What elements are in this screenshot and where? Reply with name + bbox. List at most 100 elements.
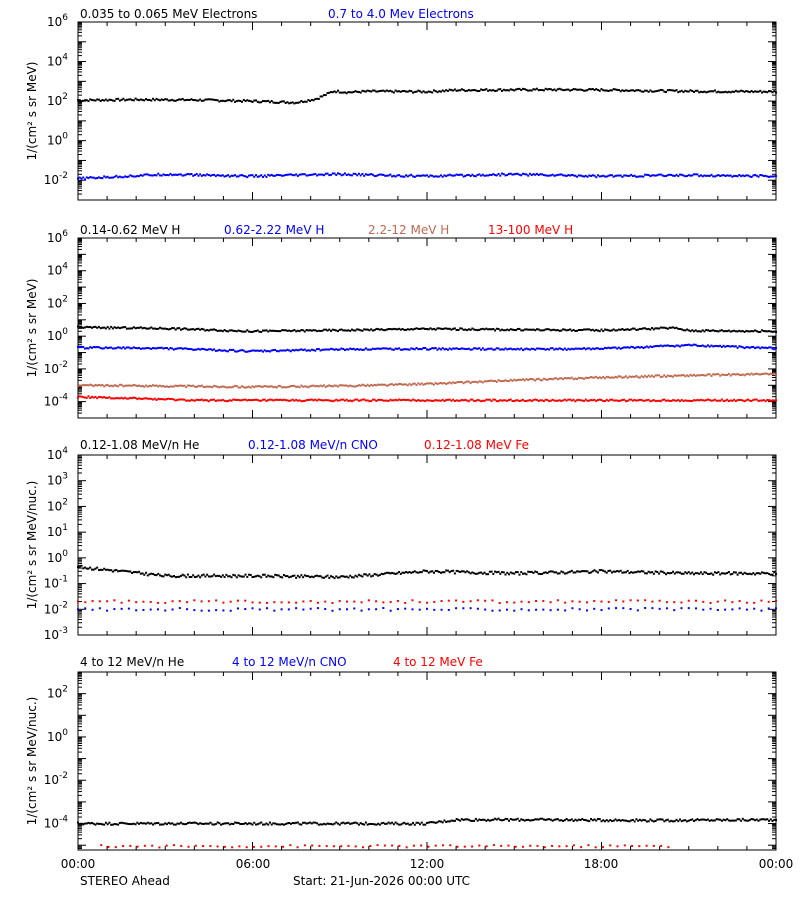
data-point	[696, 398, 699, 401]
data-point	[248, 99, 251, 102]
data-point	[338, 91, 341, 94]
data-point	[507, 844, 510, 847]
data-point	[331, 601, 334, 604]
data-point	[85, 567, 88, 570]
data-point	[752, 330, 755, 333]
data-point	[324, 575, 327, 578]
data-point	[375, 573, 378, 576]
data-point	[764, 174, 767, 177]
data-point	[389, 822, 392, 825]
data-point	[378, 574, 381, 577]
data-point	[518, 819, 521, 822]
data-point	[404, 601, 407, 604]
data-point	[436, 399, 439, 402]
data-point	[434, 175, 437, 178]
data-point	[736, 175, 739, 178]
data-point	[743, 347, 746, 350]
data-point	[241, 385, 244, 388]
data-point	[577, 174, 580, 177]
data-point	[399, 175, 402, 178]
data-point	[357, 573, 360, 576]
data-point	[307, 349, 310, 352]
data-point	[432, 347, 435, 350]
data-point	[118, 383, 121, 386]
data-point	[417, 327, 420, 330]
data-point	[280, 608, 283, 611]
data-point	[535, 608, 538, 611]
data-point	[668, 820, 671, 823]
data-point	[694, 819, 697, 822]
data-point	[97, 98, 100, 101]
data-point	[623, 844, 626, 847]
data-point	[111, 823, 114, 826]
data-point	[635, 175, 638, 178]
data-point	[553, 348, 556, 351]
data-point	[563, 89, 566, 92]
data-point	[485, 845, 488, 848]
data-point	[619, 174, 622, 177]
data-point	[549, 174, 552, 177]
data-point	[279, 349, 282, 352]
data-point	[108, 385, 111, 388]
data-point	[518, 348, 521, 351]
data-point	[186, 822, 189, 825]
data-point	[584, 376, 587, 379]
series-3	[77, 599, 777, 605]
data-point	[738, 571, 741, 574]
data-point	[323, 384, 326, 387]
data-point	[775, 347, 777, 350]
data-point	[148, 174, 151, 177]
data-point	[651, 399, 654, 402]
data-point	[274, 101, 277, 104]
data-point	[529, 844, 532, 847]
data-point	[502, 379, 505, 382]
data-point	[338, 399, 341, 402]
data-point	[623, 376, 626, 379]
data-point	[382, 329, 385, 332]
data-point	[617, 375, 620, 378]
data-point	[539, 329, 542, 332]
data-point	[199, 822, 202, 825]
data-point	[724, 374, 727, 377]
data-point	[312, 399, 315, 402]
data-point	[419, 174, 422, 177]
data-point	[450, 819, 453, 822]
data-point	[248, 174, 251, 177]
data-point	[209, 821, 212, 824]
data-point	[560, 819, 563, 822]
data-point	[600, 609, 603, 612]
data-point	[597, 174, 600, 177]
data-point	[153, 327, 156, 330]
data-point	[146, 397, 149, 400]
data-point	[727, 329, 730, 332]
data-point	[239, 399, 242, 402]
data-point	[256, 823, 259, 826]
data-point	[621, 398, 624, 401]
data-point	[209, 348, 212, 351]
data-point	[373, 573, 376, 576]
data-point	[330, 347, 333, 350]
data-point	[528, 328, 531, 331]
data-point	[769, 372, 772, 375]
data-point	[504, 174, 507, 177]
data-point	[394, 398, 397, 401]
data-point	[291, 174, 294, 177]
data-point	[225, 174, 228, 177]
data-point	[141, 385, 144, 388]
data-point	[612, 175, 615, 178]
data-point	[747, 372, 750, 375]
data-point	[757, 373, 760, 376]
data-point	[103, 396, 106, 399]
data-point	[666, 344, 669, 347]
data-point	[764, 400, 767, 403]
data-point	[202, 174, 205, 177]
data-point	[368, 173, 371, 176]
data-point	[340, 328, 343, 331]
data-point	[408, 823, 411, 826]
data-point	[155, 398, 158, 401]
data-point	[703, 818, 706, 821]
data-point	[274, 573, 277, 576]
data-point	[686, 374, 689, 377]
data-point	[587, 844, 590, 847]
data-point	[539, 379, 542, 382]
